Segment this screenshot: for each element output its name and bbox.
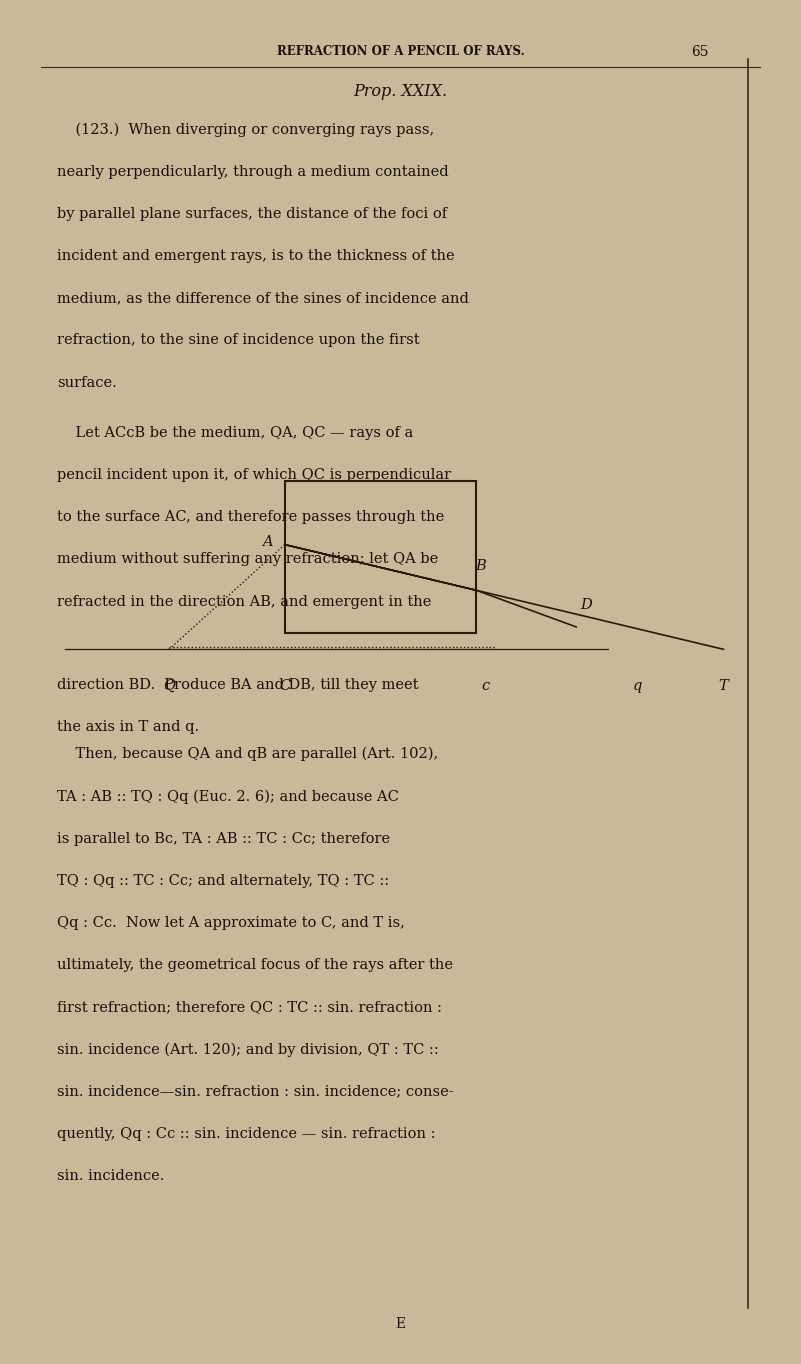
Text: first refraction; therefore QC : TC :: sin. refraction :: first refraction; therefore QC : TC :: s… [57, 1000, 442, 1015]
Text: 65: 65 [691, 45, 709, 59]
Text: surface.: surface. [57, 375, 117, 390]
Text: quently, Qq : Cc :: sin. incidence — sin. refraction :: quently, Qq : Cc :: sin. incidence — sin… [57, 1127, 436, 1140]
Text: Then, because QA and qB are parallel (Art. 102),: Then, because QA and qB are parallel (Ar… [57, 747, 438, 761]
Text: sin. incidence.: sin. incidence. [57, 1169, 165, 1183]
Text: T: T [718, 679, 728, 693]
Text: TA : AB :: TQ : Qq (Euc. 2. 6); and because AC: TA : AB :: TQ : Qq (Euc. 2. 6); and beca… [57, 790, 399, 803]
Text: ultimately, the geometrical focus of the rays after the: ultimately, the geometrical focus of the… [57, 958, 453, 973]
Text: the axis in T and q.: the axis in T and q. [57, 720, 199, 734]
Text: C: C [279, 679, 291, 693]
Text: REFRACTION OF A PENCIL OF RAYS.: REFRACTION OF A PENCIL OF RAYS. [276, 45, 525, 59]
Text: c: c [481, 679, 490, 693]
Text: sin. incidence (Art. 120); and by division, QT : TC ::: sin. incidence (Art. 120); and by divisi… [57, 1042, 439, 1057]
Text: incident and emergent rays, is to the thickness of the: incident and emergent rays, is to the th… [57, 250, 455, 263]
Text: E: E [396, 1318, 405, 1331]
Text: q: q [633, 679, 642, 693]
Text: Qq : Cc.  Now let A approximate to C, and T is,: Qq : Cc. Now let A approximate to C, and… [57, 917, 405, 930]
Text: B: B [475, 559, 485, 573]
Text: Q: Q [163, 679, 175, 693]
Text: refracted in the direction AB, and emergent in the: refracted in the direction AB, and emerg… [57, 595, 432, 608]
Text: to the surface AC, and therefore passes through the: to the surface AC, and therefore passes … [57, 510, 445, 524]
Text: medium, as the difference of the sines of incidence and: medium, as the difference of the sines o… [57, 291, 469, 306]
Text: sin. incidence—sin. refraction : sin. incidence; conse-: sin. incidence—sin. refraction : sin. in… [57, 1084, 454, 1099]
Text: A: A [262, 535, 272, 548]
Text: by parallel plane surfaces, the distance of the foci of: by parallel plane surfaces, the distance… [57, 207, 448, 221]
Text: TQ : Qq :: TC : Cc; and alternately, TQ : TC ::: TQ : Qq :: TC : Cc; and alternately, TQ … [57, 874, 389, 888]
Text: pencil incident upon it, of which QC is perpendicular: pencil incident upon it, of which QC is … [57, 468, 452, 481]
Text: (123.)  When diverging or converging rays pass,: (123.) When diverging or converging rays… [57, 123, 434, 136]
Text: refraction, to the sine of incidence upon the first: refraction, to the sine of incidence upo… [57, 333, 420, 348]
Text: direction BD.  Produce BA and DB, till they meet: direction BD. Produce BA and DB, till th… [57, 678, 419, 692]
Bar [285, 480, 477, 633]
Text: Let ACcB be the medium, QA, QC — rays of a: Let ACcB be the medium, QA, QC — rays of… [57, 426, 413, 441]
Text: nearly perpendicularly, through a medium contained: nearly perpendicularly, through a medium… [57, 165, 449, 179]
Text: is parallel to Bc, TA : AB :: TC : Cc; therefore: is parallel to Bc, TA : AB :: TC : Cc; t… [57, 832, 390, 846]
Text: Prop. XXIX.: Prop. XXIX. [353, 83, 448, 100]
Text: medium without suffering any refraction; let QA be: medium without suffering any refraction;… [57, 552, 438, 566]
Text: D: D [581, 599, 593, 612]
